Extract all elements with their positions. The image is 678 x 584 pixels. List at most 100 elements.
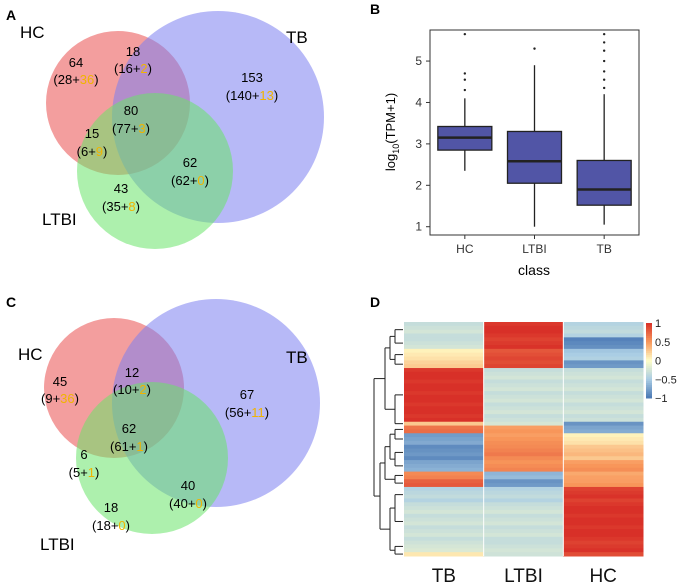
count-b: 9 xyxy=(96,144,103,159)
count-b: 0 xyxy=(118,518,125,533)
scale-step xyxy=(646,369,652,373)
outlier-point xyxy=(463,78,467,81)
heatmap-cell xyxy=(483,429,564,434)
outlier-point xyxy=(533,47,536,50)
heatmap-cell xyxy=(404,368,485,373)
heatmap-cell xyxy=(483,456,564,461)
heatmap-cell xyxy=(483,337,564,342)
count-b: 2 xyxy=(139,382,146,397)
heatmap-cell xyxy=(404,471,485,476)
count-a: 35 xyxy=(106,199,120,214)
scale-step xyxy=(646,388,652,391)
heatmap-cell xyxy=(483,506,564,511)
scale-step xyxy=(646,330,652,333)
scale-step xyxy=(646,341,652,345)
x-tick-label: LTBI xyxy=(522,242,546,256)
heatmap-cell xyxy=(563,425,644,430)
heatmap-cell xyxy=(404,402,485,407)
scale-step xyxy=(646,345,652,348)
heatmap-cell xyxy=(563,448,644,453)
heatmap-cell xyxy=(483,536,564,542)
color-scale-legend: 1 0.5 0 −0.5 −1 xyxy=(646,318,677,405)
heatmap-cell xyxy=(483,433,564,438)
column-label: HC xyxy=(589,566,616,584)
heatmap-cell xyxy=(404,444,485,450)
heatmap-cell xyxy=(404,322,485,327)
scale-step xyxy=(646,396,652,399)
scale-step xyxy=(646,394,652,397)
x-axis-label: class xyxy=(518,262,550,278)
heatmap-cell xyxy=(483,437,564,442)
heatmap-cell xyxy=(404,525,485,530)
count-a: 10 xyxy=(117,382,131,397)
heatmap-cell xyxy=(563,417,644,423)
heatmap-cell xyxy=(563,402,644,407)
count-b: 0 xyxy=(195,496,202,511)
region-breakdown: (10+2) xyxy=(113,382,151,397)
region-total: 153 xyxy=(241,70,263,85)
count-a: 77 xyxy=(116,121,130,136)
region-breakdown: (9+36) xyxy=(41,391,79,406)
column-label: LTBI xyxy=(504,566,543,584)
count-a: 62 xyxy=(175,173,189,188)
heatmap-cell xyxy=(404,391,485,396)
heatmap-cell xyxy=(483,421,564,427)
heatmap-cell xyxy=(483,463,564,469)
venn-ltbi-circle xyxy=(76,382,228,534)
heatmap-cell xyxy=(563,356,644,361)
venn-region-tb-ltbi: 62 (62+0) xyxy=(171,155,209,188)
heatmap-cell xyxy=(404,333,485,338)
outlier-point xyxy=(602,41,606,44)
heatmap-cell xyxy=(404,517,485,522)
count-a: 16 xyxy=(118,61,132,76)
heatmap-cell xyxy=(563,414,644,419)
scale-step xyxy=(646,351,652,354)
heatmap-cell xyxy=(483,325,564,331)
heatmap-cell xyxy=(404,498,485,503)
heatmap-cell xyxy=(483,471,564,476)
heatmap-cell xyxy=(563,348,644,354)
heatmap-cell xyxy=(483,379,564,384)
heatmap-cell xyxy=(404,329,485,335)
heatmap-cell xyxy=(563,322,644,327)
heatmap-cell xyxy=(404,425,485,430)
heatmap-cell xyxy=(483,540,564,545)
panel-letter-b: B xyxy=(370,1,380,17)
heatmap-cell xyxy=(483,486,564,492)
heatmap-cell xyxy=(563,345,644,350)
heatmap-cell xyxy=(483,345,564,350)
y-tick-label: 1 xyxy=(415,220,422,234)
outlier-point xyxy=(602,49,606,52)
heatmap-cell xyxy=(563,391,644,396)
heatmap-cell xyxy=(563,513,644,519)
heatmap-cell xyxy=(404,341,485,346)
venn-ltbi-circle xyxy=(77,93,233,249)
y-axis-label: log10(TPM+1) xyxy=(383,93,401,171)
count-a: 61 xyxy=(114,439,128,454)
scale-step xyxy=(646,332,652,335)
outlier-point xyxy=(463,32,467,36)
venn-region-hc-only: 64 (28+36) xyxy=(53,55,98,87)
heatmap-cell xyxy=(483,383,564,388)
region-total: 67 xyxy=(240,387,254,402)
outlier-point xyxy=(602,78,606,81)
panel-letter-a: A xyxy=(6,7,16,23)
scale-step xyxy=(646,366,652,369)
scale-step xyxy=(646,326,652,330)
panel-letter-d: D xyxy=(370,294,380,310)
heatmap-cell xyxy=(483,375,564,381)
heatmap-cell xyxy=(483,448,564,453)
heatmap-cell xyxy=(563,540,644,545)
heatmap-cell xyxy=(563,410,644,415)
venn-label-ltbi: LTBI xyxy=(42,210,77,229)
box xyxy=(506,130,563,184)
scale-step xyxy=(646,364,652,367)
y-tick-label: 3 xyxy=(415,137,422,151)
y-tick-label: 4 xyxy=(415,95,422,109)
heatmap-cell xyxy=(563,325,644,331)
heatmap-cell xyxy=(563,490,644,496)
venn-region-hc-tb: 12 (10+2) xyxy=(113,365,151,397)
heatmap-cell xyxy=(404,394,485,400)
heatmap-cell xyxy=(563,521,644,526)
heatmap-cell xyxy=(483,394,564,400)
